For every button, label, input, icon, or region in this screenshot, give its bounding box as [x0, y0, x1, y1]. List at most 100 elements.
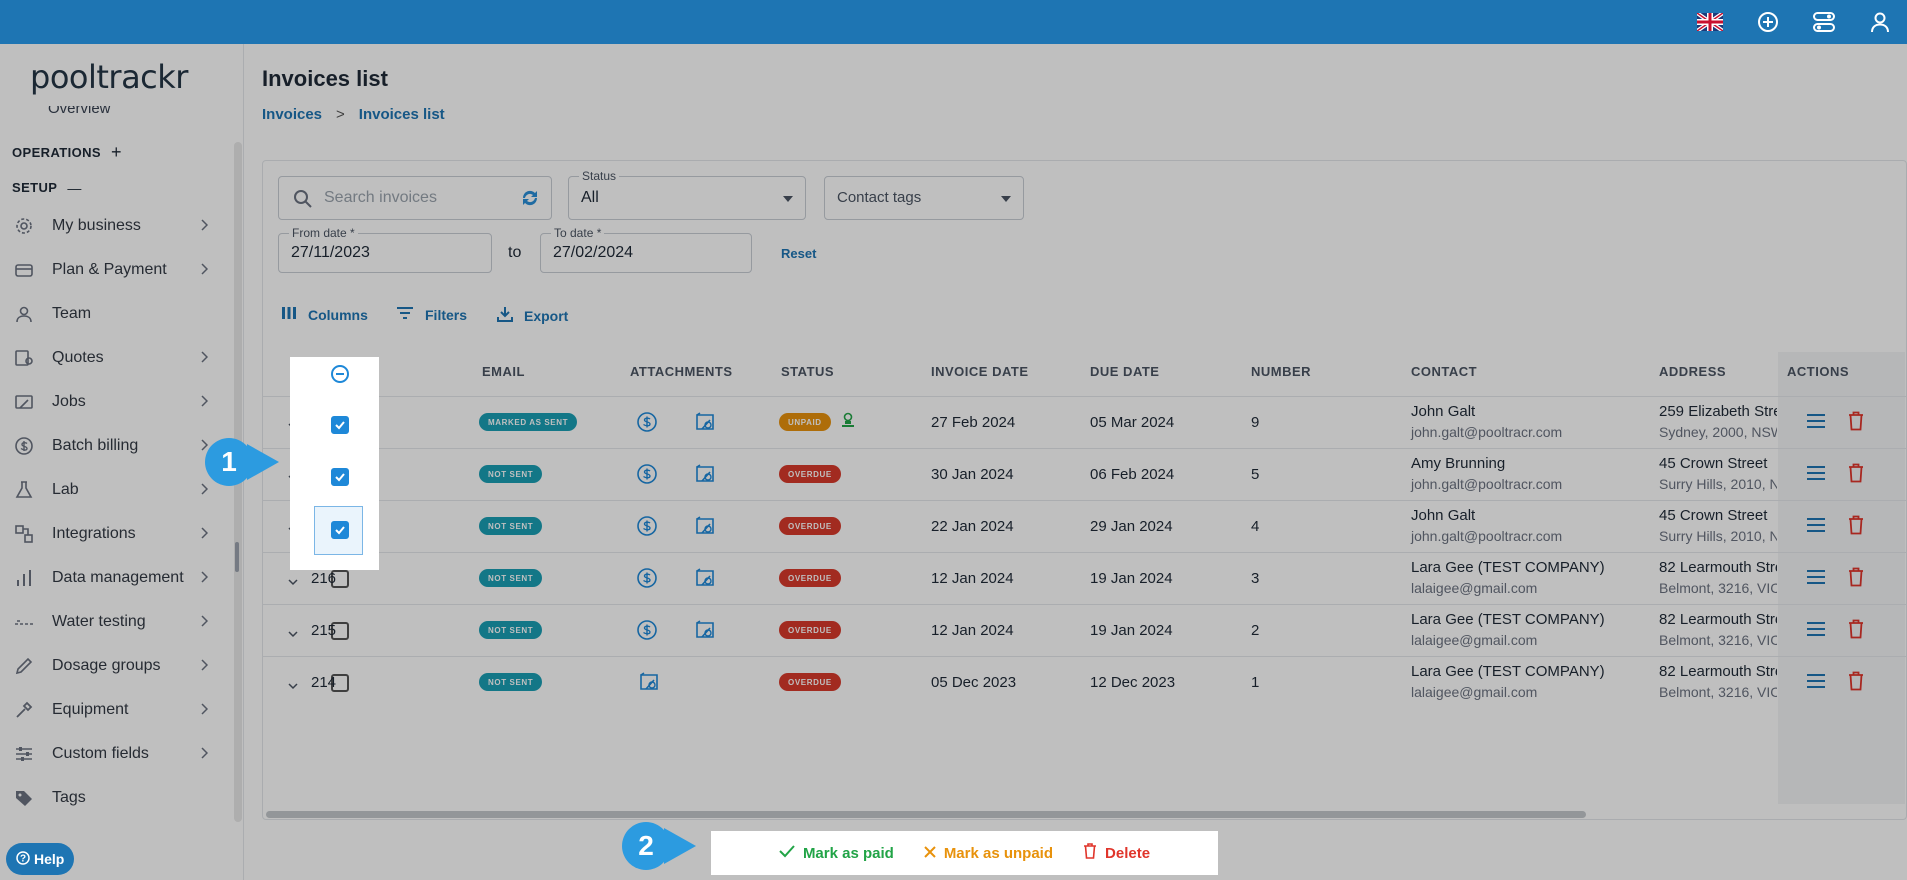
expand-row-chevron-icon[interactable]	[288, 625, 298, 643]
app-logo[interactable]: pooltrackr	[30, 58, 188, 96]
attachment-pdf-icon[interactable]	[694, 515, 716, 542]
mark-as-unpaid-button[interactable]: Mark as unpaid	[924, 845, 1053, 862]
contact-cell[interactable]: John Galt john.galt@pooltracr.com	[1411, 403, 1562, 440]
payment-link-icon[interactable]	[636, 411, 658, 438]
invoice-id[interactable]: 215	[311, 622, 337, 639]
table-row[interactable]: 216 NOT SENT OVERDUE 12 Jan 2024 19 Jan 2024…	[262, 552, 1907, 604]
menu-icon[interactable]	[1806, 517, 1826, 538]
table-row[interactable]: 215 NOT SENT OVERDUE 12 Jan 2024 19 Jan 2024…	[262, 604, 1907, 656]
sidebar-item-quotes[interactable]: Quotes	[0, 340, 230, 376]
trash-icon[interactable]	[1848, 619, 1864, 644]
column-header-contact[interactable]: CONTACT	[1411, 364, 1478, 379]
section-setup[interactable]: SETUP —	[12, 180, 82, 196]
column-header-attachments[interactable]: ATTACHMENTS	[630, 364, 733, 379]
export-button[interactable]: Export	[497, 306, 568, 325]
sidebar-item-my-business[interactable]: My business	[0, 208, 230, 244]
row-checkbox[interactable]	[331, 622, 349, 640]
sidebar-item-lab[interactable]: Lab	[0, 472, 230, 508]
reset-button[interactable]: Reset	[781, 246, 817, 261]
payment-link-icon[interactable]	[636, 515, 658, 542]
delete-button[interactable]: Delete	[1083, 843, 1150, 863]
column-header-number[interactable]: NUMBER	[1251, 364, 1312, 379]
contact-cell[interactable]: Amy Brunning john.galt@pooltracr.com	[1411, 455, 1562, 492]
status-select[interactable]: Status All	[568, 169, 806, 220]
table-row[interactable]: 214 NOT SENT OVERDUE 05 Dec 2023 12 Dec 2023…	[262, 656, 1907, 708]
to-date-field[interactable]: To date * 27/02/2024	[540, 226, 752, 273]
invoice-id[interactable]: 214	[311, 674, 337, 691]
menu-icon[interactable]	[1806, 569, 1826, 590]
trash-icon[interactable]	[1848, 515, 1864, 540]
contact-cell[interactable]: Lara Gee (TEST COMPANY) lalaigee@gmail.co…	[1411, 663, 1605, 700]
sidebar-item-integrations[interactable]: Integrations	[0, 516, 230, 552]
menu-icon[interactable]	[1806, 673, 1826, 694]
column-header-address[interactable]: ADDRESS	[1659, 364, 1727, 379]
expand-row-chevron-icon[interactable]	[288, 573, 298, 591]
contact-tags-select[interactable]: Contact tags	[824, 176, 1024, 220]
row-checkbox[interactable]	[331, 674, 349, 692]
toggles-icon[interactable]	[1810, 8, 1838, 36]
attachment-pdf-icon[interactable]	[694, 567, 716, 594]
uk-flag-icon[interactable]	[1696, 8, 1724, 36]
contact-cell[interactable]: Lara Gee (TEST COMPANY) lalaigee@gmail.co…	[1411, 611, 1605, 648]
invoice-id[interactable]: 216	[311, 570, 337, 587]
attachment-pdf-icon[interactable]	[694, 463, 716, 490]
payment-link-icon[interactable]	[636, 463, 658, 490]
menu-icon[interactable]	[1806, 621, 1826, 642]
payment-link-icon[interactable]	[636, 619, 658, 646]
sidebar-item-water-testing[interactable]: Water testing	[0, 604, 230, 640]
plus-circle-icon[interactable]	[1754, 8, 1782, 36]
sidebar-item-team[interactable]: Team	[0, 296, 230, 332]
payment-link-icon[interactable]	[636, 567, 658, 594]
sidebar-item-equipment[interactable]: Equipment	[0, 692, 230, 728]
attachment-pdf-icon[interactable]	[638, 671, 660, 698]
sidebar-item-data-management[interactable]: Data management	[0, 560, 230, 596]
stamp-icon[interactable]	[840, 412, 856, 435]
help-button[interactable]: ? Help	[6, 843, 75, 875]
columns-button[interactable]: Columns	[281, 306, 368, 323]
contact-name: Lara Gee (TEST COMPANY)	[1411, 559, 1605, 576]
sidebar-item-plan-payment[interactable]: Plan & Payment	[0, 252, 230, 288]
refresh-icon[interactable]	[519, 187, 541, 214]
mark-as-paid-button[interactable]: Mark as paid	[779, 844, 894, 862]
row-checkbox-223[interactable]	[331, 416, 349, 434]
sidebar-item-batch-billing[interactable]: Batch billing	[0, 428, 230, 464]
row-checkbox-218[interactable]	[331, 468, 349, 486]
breadcrumb-invoices-list[interactable]: Invoices list	[358, 106, 445, 123]
search-input[interactable]: Search invoices	[278, 176, 552, 220]
sidebar-item-overview[interactable]: Overview	[18, 106, 111, 118]
row-checkbox[interactable]	[331, 570, 349, 588]
breadcrumb-invoices[interactable]: Invoices	[262, 106, 323, 123]
filters-button[interactable]: Filters	[396, 306, 467, 323]
address-line-2: Belmont, 3216, VIC	[1659, 684, 1777, 700]
sidebar-item-custom-fields[interactable]: Custom fields	[0, 736, 230, 772]
sidebar-item-tags[interactable]: Tags	[0, 780, 230, 816]
section-operations[interactable]: OPERATIONS +	[12, 142, 122, 163]
trash-icon[interactable]	[1848, 463, 1864, 488]
menu-icon[interactable]	[1806, 465, 1826, 486]
expand-row-chevron-icon[interactable]	[288, 677, 298, 695]
column-header-email[interactable]: EMAIL	[482, 364, 525, 379]
column-header-invoice-date[interactable]: INVOICE DATE	[931, 364, 1029, 379]
trash-icon[interactable]	[1848, 567, 1864, 592]
due-date: 06 Feb 2024	[1090, 466, 1175, 483]
from-date-field[interactable]: From date * 27/11/2023	[278, 226, 492, 273]
horizontal-scrollbar[interactable]	[266, 811, 1586, 818]
attachment-pdf-icon[interactable]	[694, 619, 716, 646]
trash-icon[interactable]	[1848, 671, 1864, 696]
attachment-pdf-icon[interactable]	[694, 411, 716, 438]
select-all-checkbox[interactable]	[331, 365, 349, 383]
trash-icon[interactable]	[1848, 411, 1864, 436]
menu-icon[interactable]	[1806, 413, 1826, 434]
sidebar-item-dosage-groups[interactable]: Dosage groups	[0, 648, 230, 684]
contact-cell[interactable]: John Galt john.galt@pooltracr.com	[1411, 507, 1562, 544]
user-icon[interactable]	[1866, 8, 1894, 36]
sidebar-item-jobs[interactable]: Jobs	[0, 384, 230, 420]
column-header-status[interactable]: STATUS	[781, 364, 835, 379]
dollar-icon	[12, 434, 36, 458]
contact-cell[interactable]: Lara Gee (TEST COMPANY) lalaigee@gmail.co…	[1411, 559, 1605, 596]
column-header-due-date[interactable]: DUE DATE	[1090, 364, 1160, 379]
row-checkbox-217[interactable]	[331, 521, 349, 539]
